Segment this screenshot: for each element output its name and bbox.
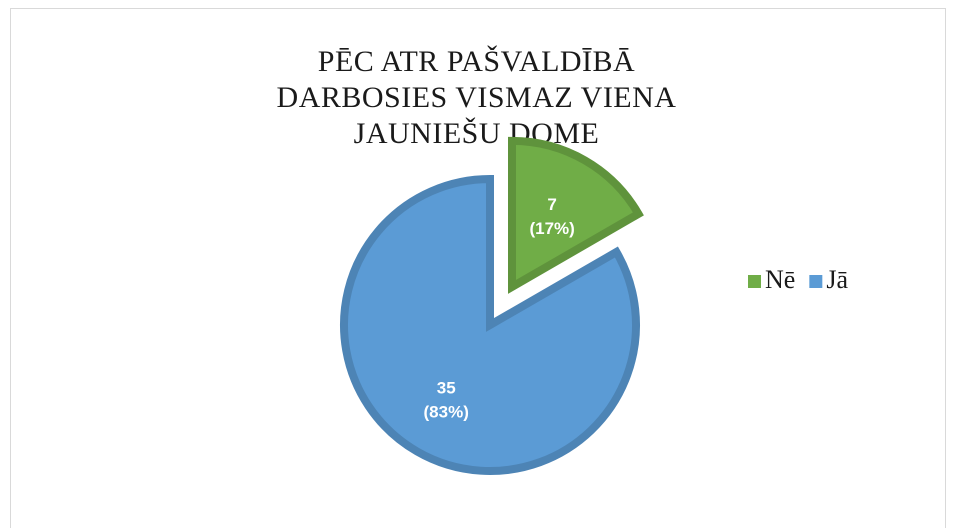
- pie-slice: [508, 136, 644, 294]
- data-label: (83%): [424, 402, 469, 421]
- legend-label: Jā: [826, 265, 848, 294]
- legend-swatch: [748, 275, 761, 288]
- data-label: (17%): [529, 219, 574, 238]
- chart-frame: [10, 8, 946, 528]
- legend-label: Nē: [765, 265, 795, 294]
- pie-slice: [340, 174, 640, 475]
- legend-swatch: [809, 275, 823, 288]
- data-label: 7: [547, 195, 556, 214]
- data-label: 35: [437, 378, 456, 397]
